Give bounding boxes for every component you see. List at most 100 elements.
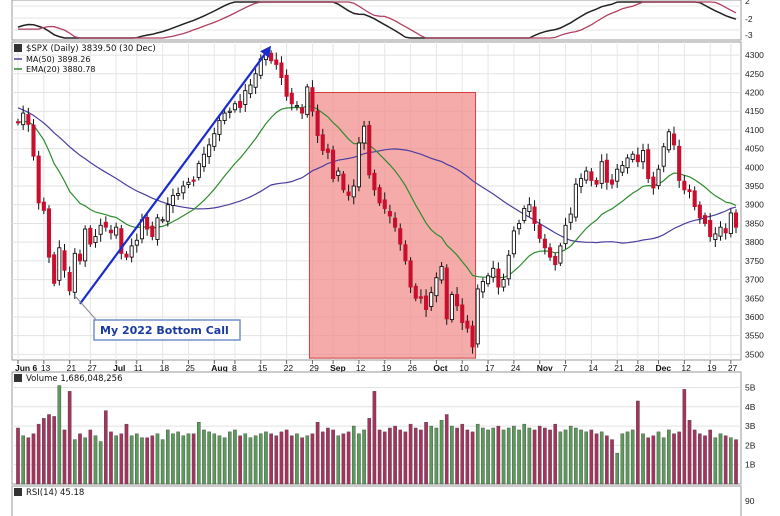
candle [310, 80, 315, 117]
date-tick-label: 15 [258, 363, 268, 373]
candle [589, 168, 594, 187]
volume-tick-label: 1B [745, 460, 756, 470]
volume-bar [439, 420, 444, 485]
price-tick-label: 3500 [745, 349, 764, 359]
candle [537, 218, 542, 243]
volume-bar [450, 425, 454, 485]
volume-bar [672, 433, 676, 485]
candle [31, 119, 36, 161]
candle [491, 260, 496, 283]
volume-bar [486, 429, 490, 485]
candle [196, 160, 201, 181]
candle [336, 167, 341, 182]
candle [52, 251, 57, 287]
volume-bar [646, 437, 650, 485]
macd-tick-label: -2 [745, 14, 753, 24]
volume-bar [310, 433, 315, 485]
candle [486, 272, 491, 287]
volume-bar [36, 423, 41, 485]
candle [320, 128, 325, 155]
price-tick-label: 3750 [745, 256, 764, 266]
price-tick-label: 3950 [745, 181, 764, 191]
price-tick-label: 3850 [745, 218, 764, 228]
date-tick-label: 28 [635, 363, 645, 373]
candle [155, 214, 160, 246]
candle [88, 225, 93, 248]
volume-bar [269, 433, 273, 485]
candle [656, 164, 661, 190]
volume-bar [21, 435, 25, 485]
volume-bar [176, 431, 180, 485]
volume-bar [238, 435, 242, 485]
candle [72, 248, 77, 300]
candle [67, 266, 72, 296]
price-tick-label: 4000 [745, 162, 764, 172]
candle [558, 242, 563, 267]
candle [57, 240, 62, 286]
volume-bar [83, 437, 87, 485]
volume-bar [465, 429, 470, 485]
candle [382, 192, 387, 214]
volume-bar [315, 422, 320, 485]
candle [341, 171, 346, 193]
annotation-callout: My 2022 Bottom Call [75, 296, 241, 341]
candle [222, 108, 227, 125]
candle [83, 225, 88, 267]
candle [315, 104, 320, 144]
volume-bar [723, 435, 728, 485]
rsi-pane: RSI(14) 45.18 90 [11, 485, 755, 516]
candle [506, 250, 511, 286]
candle [480, 277, 485, 298]
candle [702, 212, 708, 227]
volume-bar [496, 425, 501, 485]
date-tick-label: Sep [330, 363, 346, 373]
date-tick-label: Dec [656, 363, 672, 373]
candle [145, 212, 150, 236]
price-tick-label: 3650 [745, 293, 764, 303]
candle [377, 184, 382, 206]
candle [21, 105, 26, 130]
candle [733, 209, 739, 234]
volume-bar [357, 433, 361, 485]
volume-bar [455, 427, 459, 485]
date-tick-label: 10 [459, 363, 469, 373]
volume-bar [682, 389, 687, 485]
candle [449, 291, 454, 323]
candle [191, 176, 196, 187]
candle [620, 160, 625, 176]
candle [93, 229, 98, 248]
price-tick-label: 4050 [745, 144, 764, 154]
candle [367, 120, 372, 179]
volume-bar [424, 422, 428, 485]
candle [134, 233, 139, 253]
volume-bar [320, 431, 325, 485]
volume-bar [150, 435, 155, 485]
candle [289, 88, 294, 111]
candle [351, 179, 356, 205]
candle [160, 216, 165, 224]
price-tick-label: 4250 [745, 69, 764, 79]
volume-bar [233, 429, 237, 485]
candle [284, 69, 289, 101]
candle [36, 150, 41, 210]
annotation-text: My 2022 Bottom Call [100, 324, 229, 337]
candle [279, 56, 284, 86]
volume-bar [93, 435, 98, 485]
rsi-label: RSI(14) 45.18 [26, 488, 84, 498]
volume-tick-label: 3B [745, 421, 756, 431]
volume-bar [718, 433, 723, 485]
candle [413, 283, 418, 302]
volume-bar [26, 437, 31, 485]
volume-bar [537, 425, 542, 485]
candle [578, 173, 584, 194]
candle [238, 94, 243, 113]
candle [103, 216, 108, 232]
volume-bar [264, 431, 268, 485]
candle [434, 272, 439, 303]
candle [563, 217, 568, 249]
candle [682, 175, 687, 195]
candle [114, 222, 119, 239]
volume-bar [501, 429, 506, 485]
candle [253, 68, 258, 95]
symbol-label: $SPX (Daily) 3839.50 (30 Dec) [26, 44, 156, 54]
